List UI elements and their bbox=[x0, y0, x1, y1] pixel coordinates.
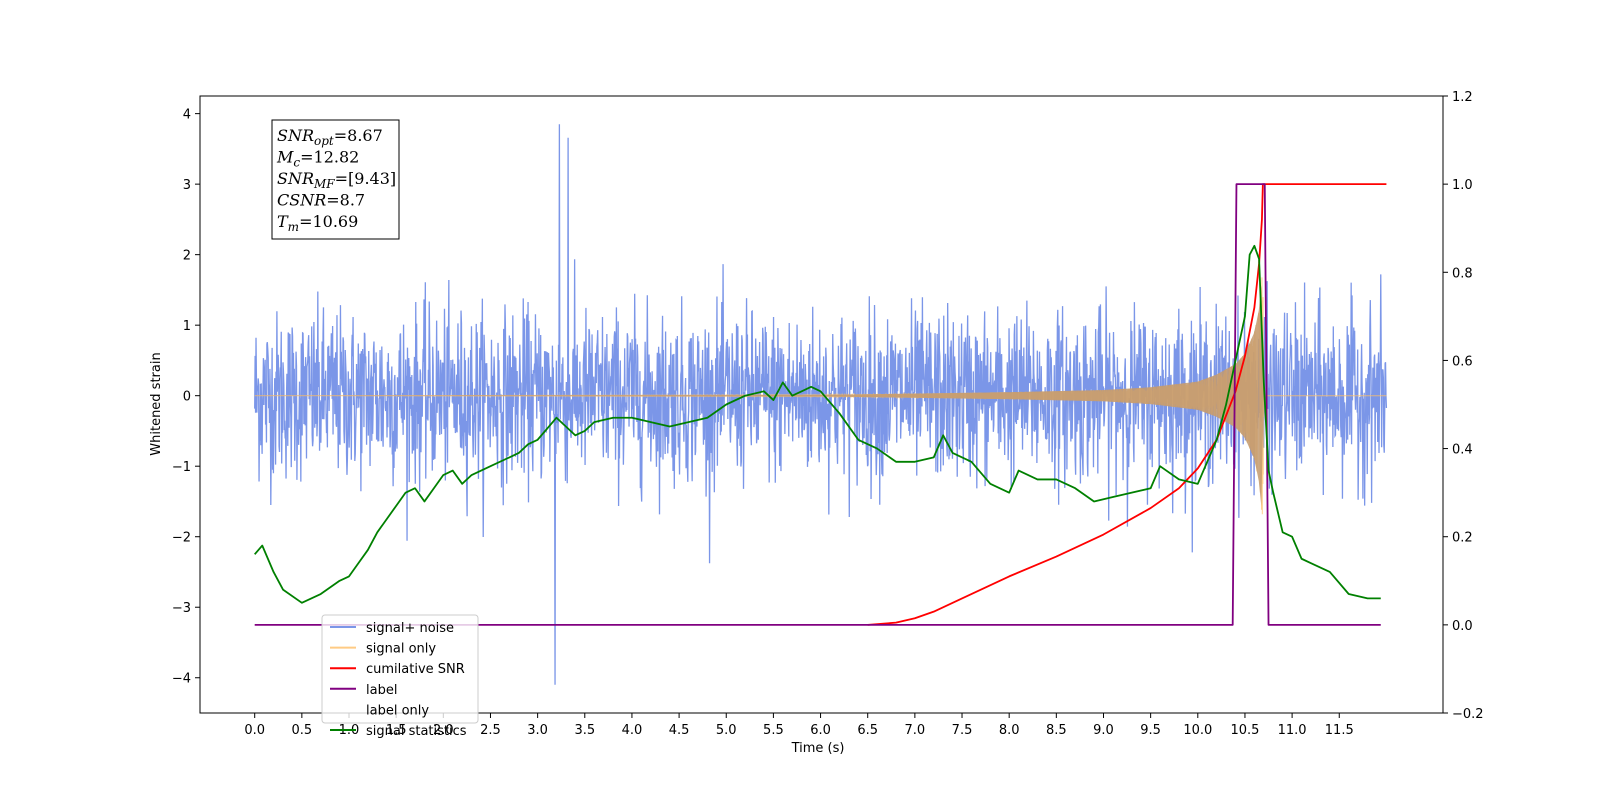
x-tick-label: 7.0 bbox=[905, 723, 926, 738]
x-tick-label: 3.0 bbox=[527, 723, 548, 738]
x-tick-label: 6.5 bbox=[857, 723, 878, 738]
y2-tick-label: 1.2 bbox=[1452, 90, 1473, 105]
x-tick-label: 4.0 bbox=[622, 723, 643, 738]
legend-frame bbox=[321, 614, 479, 724]
x-tick-label: 11.5 bbox=[1325, 723, 1354, 738]
legend-label-label-only: label only bbox=[366, 703, 429, 718]
plot-frame bbox=[199, 95, 1444, 714]
x-tick-label: 10.5 bbox=[1230, 723, 1259, 738]
x-tick-label: 9.0 bbox=[1093, 723, 1114, 738]
x-tick-label: 1.5 bbox=[386, 723, 407, 738]
x-tick-label: 9.5 bbox=[1140, 723, 1161, 738]
y-tick-label: 2 bbox=[183, 249, 191, 264]
x-tick-label: 6.0 bbox=[810, 723, 831, 738]
y2-tick-label: 0.2 bbox=[1452, 531, 1473, 546]
y-axis-right: 1.2 1.0 0.8 0.6 0.4 0.2 0.0 −0.2 bbox=[1443, 90, 1484, 722]
annotation-frame bbox=[271, 119, 400, 240]
legend-label-signal-only: signal only bbox=[366, 642, 436, 657]
x-tick-label: 3.5 bbox=[574, 723, 595, 738]
x-tick-label: 2.0 bbox=[433, 723, 454, 738]
series-signal-only-envelope bbox=[254, 285, 1264, 507]
y2-tick-label: 0.6 bbox=[1452, 354, 1473, 369]
x-axis-label: Time (s) bbox=[791, 741, 845, 756]
x-tick-label: 10.0 bbox=[1183, 723, 1212, 738]
x-tick-label: 7.5 bbox=[952, 723, 973, 738]
annotation-line: CSNR=8.7 bbox=[277, 191, 365, 210]
y-tick-label: 4 bbox=[183, 108, 191, 123]
annotation-line: Mc=12.82 bbox=[276, 148, 359, 170]
series-layer bbox=[254, 124, 1388, 685]
legend-label-signal-statistics: signal statistics bbox=[366, 724, 467, 739]
y-tick-label: 1 bbox=[183, 319, 191, 334]
y-axis-left: 4 3 2 1 0 −1 −2 −3 −4 bbox=[172, 108, 200, 687]
x-tick-label: 5.0 bbox=[716, 723, 737, 738]
series-signal-statistics bbox=[254, 244, 1381, 604]
y2-tick-label: 1.0 bbox=[1452, 178, 1473, 193]
y-tick-label: 3 bbox=[183, 178, 191, 193]
y-axis-label: Whitened strain bbox=[149, 352, 164, 455]
y-tick-label: −2 bbox=[172, 531, 191, 546]
legend-label-label: label bbox=[366, 683, 397, 698]
x-tick-label: 0.0 bbox=[244, 723, 265, 738]
y-tick-label: 0 bbox=[183, 390, 191, 405]
y2-tick-label: −0.2 bbox=[1452, 707, 1484, 722]
annotation-line: Tm=10.69 bbox=[277, 212, 358, 234]
y2-tick-label: 0.4 bbox=[1452, 443, 1473, 458]
y-tick-label: −3 bbox=[172, 601, 191, 616]
x-tick-label: 8.5 bbox=[1046, 723, 1067, 738]
legend-label-signal-noise: signal+ noise bbox=[366, 621, 454, 636]
legend: signal+ noise signal only cumilative SNR la… bbox=[321, 614, 479, 739]
annotation-line: SNRopt=8.67 bbox=[277, 126, 383, 148]
x-tick-label: 8.0 bbox=[999, 723, 1020, 738]
y-tick-label: −1 bbox=[172, 460, 191, 475]
x-tick-label: 2.5 bbox=[480, 723, 501, 738]
y2-tick-label: 0.0 bbox=[1452, 619, 1473, 634]
x-tick-label: 0.5 bbox=[292, 723, 313, 738]
x-axis: 0.0 0.5 1.0 1.5 2.0 2.5 3.0 3.5 4.0 4.5 5.0 5.5 6.0 6… bbox=[244, 713, 1354, 738]
annotation-line: SNRMF=[9.43] bbox=[277, 169, 396, 191]
x-tick-label: 11.0 bbox=[1278, 723, 1307, 738]
series-label bbox=[254, 183, 1381, 626]
y-tick-label: −4 bbox=[172, 672, 191, 687]
x-tick-label: 4.5 bbox=[669, 723, 690, 738]
x-tick-label: 5.5 bbox=[763, 723, 784, 738]
y2-tick-label: 0.8 bbox=[1452, 266, 1473, 281]
legend-label-cumilative-snr: cumilative SNR bbox=[366, 662, 465, 677]
